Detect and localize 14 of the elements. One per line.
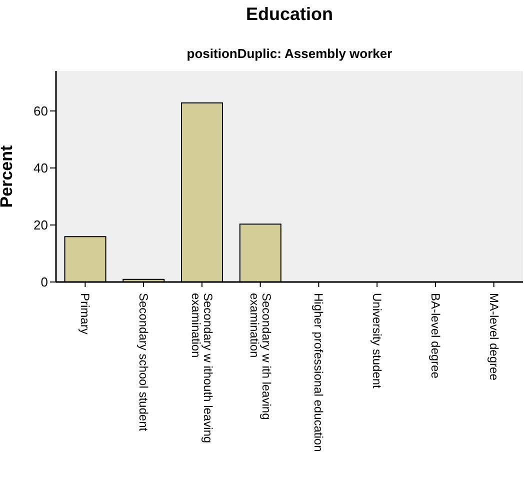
chart-subtitle: positionDuplic: Assembly worker bbox=[186, 46, 394, 61]
x-tick-label: Primary bbox=[78, 293, 92, 334]
y-tick-label: 20 bbox=[34, 218, 48, 233]
x-tick-label: BA-level degree bbox=[428, 293, 442, 379]
chart-title: Education bbox=[244, 4, 334, 25]
y-tick-label: 60 bbox=[34, 104, 48, 119]
x-tick-label: Secondary w ithouth leaving examination bbox=[188, 293, 215, 444]
y-tick-label: 0 bbox=[40, 274, 48, 290]
y-axis-title: Percent bbox=[0, 144, 16, 208]
x-tick-label: University student bbox=[370, 293, 384, 390]
x-tick-label: Higher professional education bbox=[312, 293, 326, 452]
x-tick-label: MA-level degree bbox=[486, 293, 501, 381]
y-tick-label: 40 bbox=[34, 160, 48, 176]
x-tick-label: Secondary school student bbox=[136, 293, 151, 432]
